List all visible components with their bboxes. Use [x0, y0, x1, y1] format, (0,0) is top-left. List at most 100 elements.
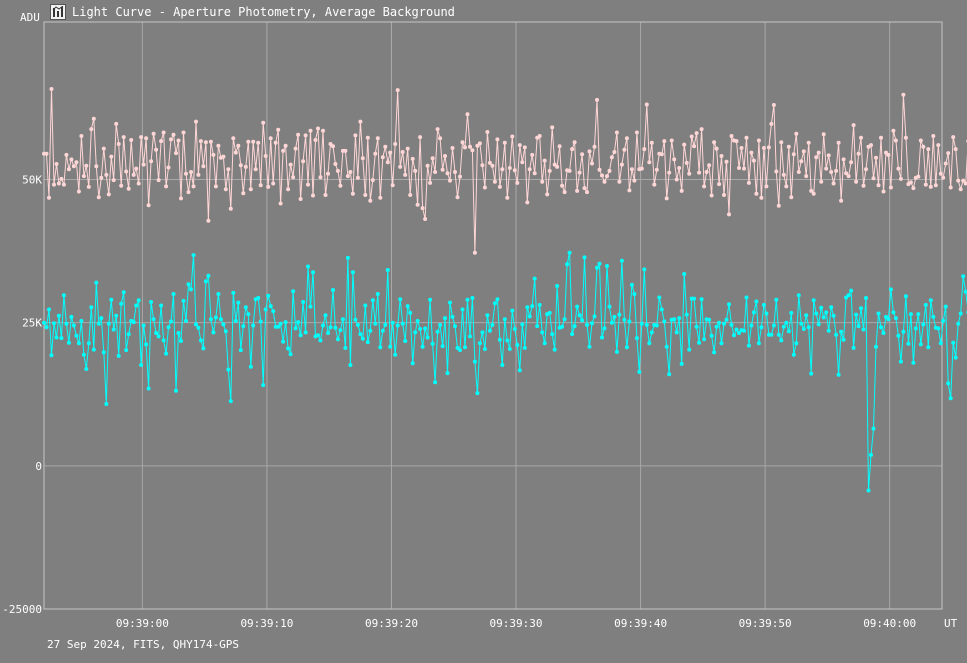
- series-line: [44, 88, 967, 253]
- data-point: [928, 184, 933, 189]
- data-point: [861, 327, 866, 332]
- data-point: [707, 317, 712, 322]
- data-point: [520, 322, 525, 327]
- data-point: [687, 171, 692, 176]
- data-point: [502, 317, 507, 322]
- data-point: [248, 364, 253, 369]
- data-point: [570, 332, 575, 337]
- data-point: [953, 355, 958, 360]
- data-point: [510, 134, 515, 139]
- data-point: [811, 191, 816, 196]
- data-point: [236, 143, 241, 148]
- data-point: [744, 295, 749, 300]
- chart-window-icon[interactable]: [50, 4, 66, 20]
- data-point: [81, 352, 86, 357]
- data-point: [104, 172, 109, 177]
- data-point: [577, 170, 582, 175]
- data-point: [171, 292, 176, 296]
- data-point: [595, 97, 599, 102]
- data-point: [154, 147, 159, 152]
- data-point: [56, 313, 61, 318]
- data-point: [751, 310, 756, 315]
- data-point: [383, 322, 388, 327]
- data-point: [288, 352, 293, 357]
- data-point: [744, 135, 749, 140]
- data-point: [358, 332, 363, 337]
- data-point: [560, 183, 565, 188]
- data-point: [727, 302, 731, 307]
- data-point: [938, 341, 943, 346]
- data-point: [801, 149, 806, 154]
- data-point: [308, 304, 313, 309]
- data-point: [154, 331, 159, 335]
- data-point: [654, 167, 659, 172]
- data-point: [440, 344, 445, 349]
- data-point: [298, 333, 303, 338]
- data-point: [144, 342, 149, 347]
- data-point: [226, 367, 231, 372]
- data-point: [106, 321, 111, 326]
- data-point: [144, 136, 149, 141]
- data-point: [961, 274, 966, 279]
- data-point: [664, 344, 669, 349]
- data-point: [507, 347, 512, 351]
- data-point: [649, 330, 654, 335]
- data-point: [81, 174, 86, 179]
- window-title: Light Curve - Aperture Photometry, Avera…: [72, 5, 455, 19]
- data-point: [443, 316, 447, 321]
- data-point: [903, 294, 908, 299]
- data-point: [515, 343, 520, 347]
- data-point: [306, 264, 310, 269]
- data-point: [577, 313, 582, 318]
- data-point: [360, 156, 365, 161]
- data-point: [659, 152, 664, 157]
- data-point: [311, 270, 315, 275]
- data-point: [697, 340, 702, 345]
- data-point: [116, 353, 121, 358]
- data-point: [761, 302, 766, 307]
- data-point: [520, 160, 525, 165]
- data-point: [632, 178, 637, 183]
- data-point: [605, 264, 609, 268]
- data-point: [540, 330, 545, 335]
- data-point: [119, 183, 124, 188]
- data-point: [323, 193, 328, 197]
- data-point: [794, 131, 799, 136]
- data-point: [49, 87, 54, 91]
- data-point: [821, 315, 826, 320]
- data-point: [363, 193, 368, 197]
- data-point: [926, 345, 931, 350]
- data-point: [951, 135, 956, 140]
- data-point: [380, 328, 385, 333]
- data-point: [722, 321, 726, 326]
- data-point: [345, 255, 350, 260]
- data-point: [961, 178, 966, 183]
- data-point: [56, 181, 61, 186]
- data-point: [368, 328, 373, 333]
- data-point: [824, 166, 829, 171]
- data-point: [913, 326, 918, 331]
- data-point: [395, 323, 400, 328]
- y-tick-label: 0: [35, 460, 42, 473]
- data-point: [737, 166, 741, 170]
- data-point: [223, 187, 228, 192]
- data-point: [405, 146, 410, 151]
- data-point: [647, 160, 652, 165]
- data-point: [94, 280, 99, 285]
- data-point: [378, 345, 383, 350]
- data-point: [547, 168, 552, 173]
- data-point: [590, 321, 594, 326]
- data-point: [380, 155, 385, 160]
- data-point: [602, 326, 607, 331]
- data-point: [318, 175, 323, 180]
- data-point: [732, 333, 736, 338]
- data-point: [722, 193, 726, 197]
- data-point: [236, 300, 241, 305]
- data-point: [714, 324, 719, 329]
- data-point: [956, 178, 961, 183]
- data-point: [662, 139, 667, 144]
- data-point: [582, 255, 587, 260]
- data-point: [866, 488, 871, 493]
- data-point: [216, 143, 221, 148]
- data-point: [888, 185, 893, 190]
